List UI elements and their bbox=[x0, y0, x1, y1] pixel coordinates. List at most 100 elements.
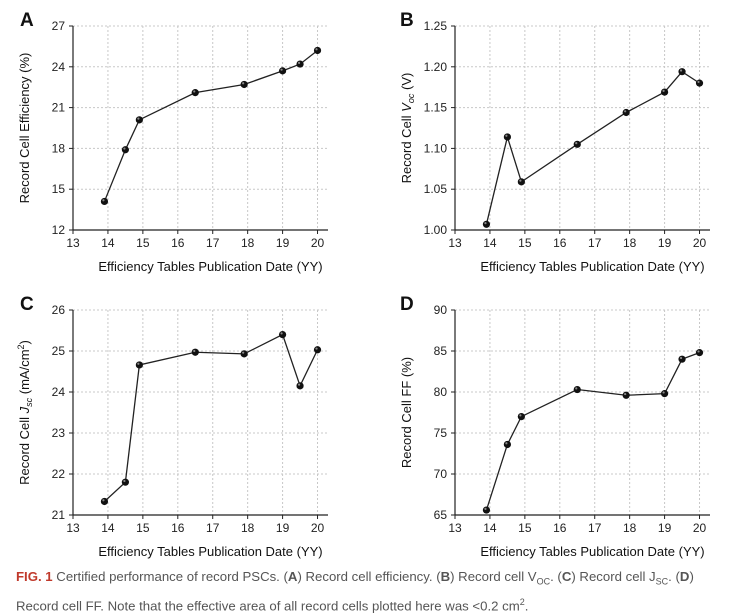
data-point-highlight bbox=[102, 199, 105, 202]
x-tick-label: 20 bbox=[693, 236, 707, 250]
data-point bbox=[121, 478, 129, 486]
data-point-highlight bbox=[624, 392, 627, 396]
data-point bbox=[503, 133, 511, 141]
data-point-highlight bbox=[297, 61, 301, 64]
y-tick-label: 1.05 bbox=[424, 182, 448, 196]
data-point-highlight bbox=[102, 499, 105, 502]
series-line bbox=[103, 49, 318, 202]
x-tick-label: 16 bbox=[553, 521, 567, 535]
x-tick-label: 18 bbox=[241, 236, 255, 250]
panel-letter: C bbox=[20, 294, 34, 315]
panel-letter: D bbox=[400, 294, 414, 315]
y-axis-title-part: sc bbox=[24, 397, 34, 407]
chart-panel-a: A 13 14 15 16 17 18 19 20 12 15 18 21 24 27 Efficiency … bbox=[17, 10, 328, 274]
data-point-highlight bbox=[697, 350, 700, 353]
x-tick-label: 18 bbox=[241, 521, 255, 535]
caption-area-superscript: 2 bbox=[519, 596, 525, 607]
y-tick-label: 12 bbox=[52, 223, 66, 237]
caption-ref-c: C bbox=[561, 569, 572, 584]
x-tick-label: 14 bbox=[483, 521, 497, 535]
x-tick-label: 17 bbox=[588, 521, 602, 535]
x-tick-label: 19 bbox=[276, 521, 290, 535]
data-point bbox=[191, 348, 199, 356]
y-axis-title-part: (V) bbox=[399, 73, 414, 94]
y-axis-title-part: (mA/cm bbox=[17, 349, 32, 397]
x-tick-label: 15 bbox=[518, 236, 532, 250]
data-point-highlight bbox=[280, 68, 283, 71]
y-tick-label: 24 bbox=[52, 385, 66, 399]
y-tick-label: 90 bbox=[434, 303, 448, 317]
y-axis-title: Record Cell Jsc (mA/cm2) bbox=[16, 340, 34, 485]
data-point-highlight bbox=[123, 479, 126, 483]
caption-text: ) Record cell J bbox=[571, 569, 656, 584]
data-point-highlight bbox=[505, 134, 508, 137]
series-line bbox=[485, 352, 700, 511]
x-tick-label: 14 bbox=[101, 236, 115, 250]
y-axis-title-part: V bbox=[399, 102, 414, 112]
data-point bbox=[278, 67, 287, 75]
caption-text: . ( bbox=[668, 569, 680, 584]
y-tick-label: 65 bbox=[434, 508, 448, 522]
data-point-highlight bbox=[519, 179, 522, 182]
data-point bbox=[660, 390, 669, 398]
chart-panel-d: D 13 14 15 16 17 18 19 20 65 70 75 80 85 90 Efficiency … bbox=[399, 294, 710, 559]
series-line bbox=[485, 70, 700, 225]
data-point bbox=[482, 220, 491, 228]
y-tick-label: 1.00 bbox=[424, 223, 448, 237]
y-tick-label: 26 bbox=[52, 303, 66, 317]
data-point bbox=[517, 178, 525, 186]
x-tick-label: 13 bbox=[66, 236, 80, 250]
data-point bbox=[296, 60, 304, 68]
data-point-highlight bbox=[315, 48, 318, 51]
y-tick-label: 27 bbox=[52, 19, 66, 33]
figure-caption: FIG. 1 Certified performance of record P… bbox=[16, 567, 716, 616]
caption-jsc-subscript: SC bbox=[655, 576, 669, 587]
data-point bbox=[135, 361, 143, 369]
data-point-highlight bbox=[484, 507, 487, 510]
y-tick-label: 15 bbox=[52, 182, 66, 196]
caption-text: ) Record cell V bbox=[450, 569, 537, 584]
y-tick-label: 24 bbox=[52, 60, 66, 74]
x-tick-label: 16 bbox=[553, 236, 567, 250]
x-tick-label: 17 bbox=[206, 236, 220, 250]
caption-text: Certified performance of record PSCs. ( bbox=[52, 569, 288, 584]
y-axis-title-part: Record Cell bbox=[17, 413, 32, 485]
y-tick-label: 1.20 bbox=[424, 60, 448, 74]
data-point-highlight bbox=[242, 82, 245, 85]
data-point-highlight bbox=[193, 90, 196, 93]
x-tick-label: 18 bbox=[623, 236, 637, 250]
data-point-highlight bbox=[679, 69, 683, 72]
caption-text: . bbox=[524, 598, 529, 614]
panel-letter: B bbox=[400, 10, 414, 31]
data-point bbox=[240, 80, 248, 89]
data-point bbox=[278, 331, 287, 339]
chart-panel-c: C 13 14 15 16 17 18 19 20 21 22 23 24 25 26 Efficiency … bbox=[16, 294, 328, 559]
caption-ref-a: A bbox=[287, 569, 298, 584]
x-tick-label: 16 bbox=[171, 236, 185, 250]
data-point bbox=[313, 346, 322, 354]
x-tick-label: 13 bbox=[448, 521, 462, 535]
data-point-highlight bbox=[315, 347, 318, 350]
y-tick-label: 1.15 bbox=[424, 101, 448, 115]
data-point bbox=[503, 440, 511, 449]
data-point bbox=[517, 413, 525, 421]
x-tick-label: 18 bbox=[623, 521, 637, 535]
x-tick-label: 15 bbox=[518, 521, 532, 535]
y-axis-title: Record Cell FF (%) bbox=[399, 357, 414, 468]
data-point bbox=[573, 385, 581, 394]
panel-letter: A bbox=[20, 10, 34, 31]
data-point bbox=[121, 146, 129, 154]
data-point bbox=[695, 79, 704, 87]
y-axis-title-part: oc bbox=[406, 93, 416, 103]
caption-voc-subscript: OC bbox=[536, 576, 551, 587]
y-tick-label: 18 bbox=[52, 141, 66, 155]
data-point-highlight bbox=[575, 142, 578, 145]
caption-text: . ( bbox=[550, 569, 562, 584]
data-point-highlight bbox=[575, 387, 578, 390]
x-tick-label: 19 bbox=[276, 236, 290, 250]
x-tick-label: 16 bbox=[171, 521, 185, 535]
data-point bbox=[678, 68, 686, 76]
y-tick-label: 70 bbox=[434, 467, 448, 481]
data-point-highlight bbox=[123, 147, 126, 150]
caption-lead: FIG. 1 bbox=[16, 569, 53, 584]
